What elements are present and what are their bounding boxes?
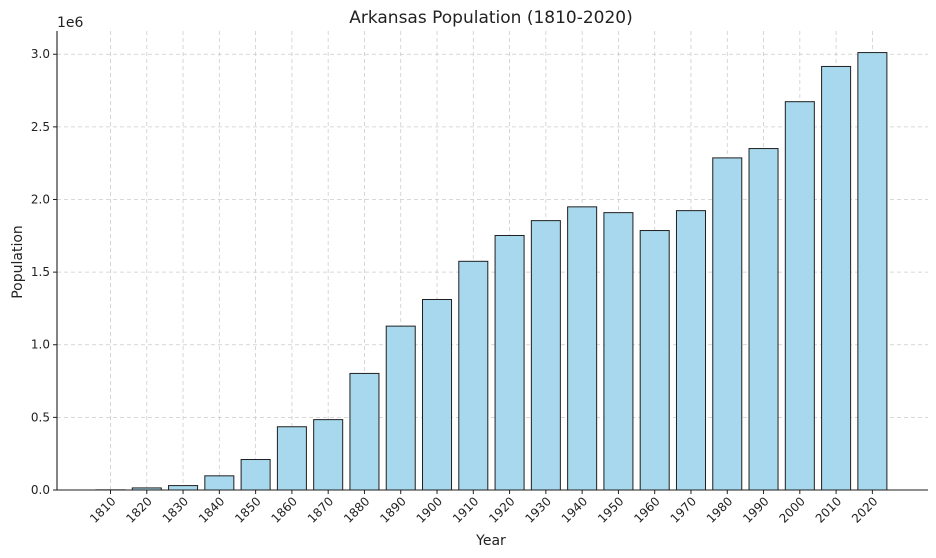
x-tick-label: 1850 (232, 494, 263, 525)
x-tick-label: 1870 (305, 494, 336, 525)
x-tick-label: 1940 (559, 494, 590, 525)
bar-1980 (712, 157, 743, 491)
x-tick-label: 1930 (522, 494, 553, 525)
x-tick-label: 1960 (631, 494, 662, 525)
x-tick-label: 1810 (87, 494, 118, 525)
x-tick-label: 2020 (849, 494, 880, 525)
bar-1920 (494, 234, 525, 491)
y-tick-label: 2.5 (31, 120, 50, 134)
x-tick-label: 1860 (269, 494, 300, 525)
bar-1970 (675, 210, 706, 491)
bars (95, 52, 888, 491)
x-tick-label: 1950 (595, 494, 626, 525)
bar-1870 (313, 419, 344, 491)
x-tick-label: 1980 (704, 494, 735, 525)
y-tick-label: 1.0 (31, 338, 50, 352)
y-tick-label: 1.5 (31, 265, 50, 279)
y-tick-label: 0.0 (31, 483, 50, 497)
x-axis-label: Year (475, 533, 506, 549)
x-tick-label: 1890 (377, 494, 408, 525)
y-tick-label: 0.5 (31, 410, 50, 424)
x-tick-label: 1840 (196, 494, 227, 525)
bar-1830 (168, 485, 199, 491)
x-tick-label: 2000 (776, 494, 807, 525)
bar-1900 (422, 298, 453, 491)
bar-1840 (204, 475, 235, 491)
y-tick-label: 2.0 (31, 192, 50, 206)
bar-1890 (385, 325, 416, 491)
y-scale-label: 1e6 (57, 15, 84, 31)
y-axis-label: Population (10, 225, 26, 299)
x-tick-label: 1920 (486, 494, 517, 525)
y-ticks: 0.0 0.5 1.0 1.5 2.0 2.5 3.0 (31, 47, 57, 497)
axes (56, 31, 928, 491)
bar-1940 (567, 206, 598, 491)
bar-1850 (240, 459, 271, 491)
x-tick-label: 1970 (668, 494, 699, 525)
y-tick-label: 3.0 (31, 47, 50, 61)
bar-2020 (857, 52, 888, 491)
x-tick-label: 2010 (813, 494, 844, 525)
x-ticks: 1810 1820 1830 1840 1850 1860 1870 1880 1890 1900… (87, 490, 881, 526)
x-tick-label: 1820 (123, 494, 154, 525)
x-tick-label: 1830 (160, 494, 191, 525)
chart-title: Arkansas Population (1810-2020) (349, 8, 633, 28)
bar-2010 (821, 65, 852, 491)
bar-1960 (639, 230, 670, 491)
x-tick-label: 1880 (341, 494, 372, 525)
x-tick-label: 1990 (740, 494, 771, 525)
x-tick-label: 1900 (414, 494, 445, 525)
bar-1930 (530, 220, 561, 491)
bar-1880 (349, 372, 380, 491)
bar-2000 (784, 101, 815, 491)
bar-1950 (603, 212, 634, 491)
bar-1910 (458, 260, 489, 491)
bar-1860 (276, 426, 307, 491)
bar-1990 (748, 148, 779, 491)
x-tick-label: 1910 (450, 494, 481, 525)
